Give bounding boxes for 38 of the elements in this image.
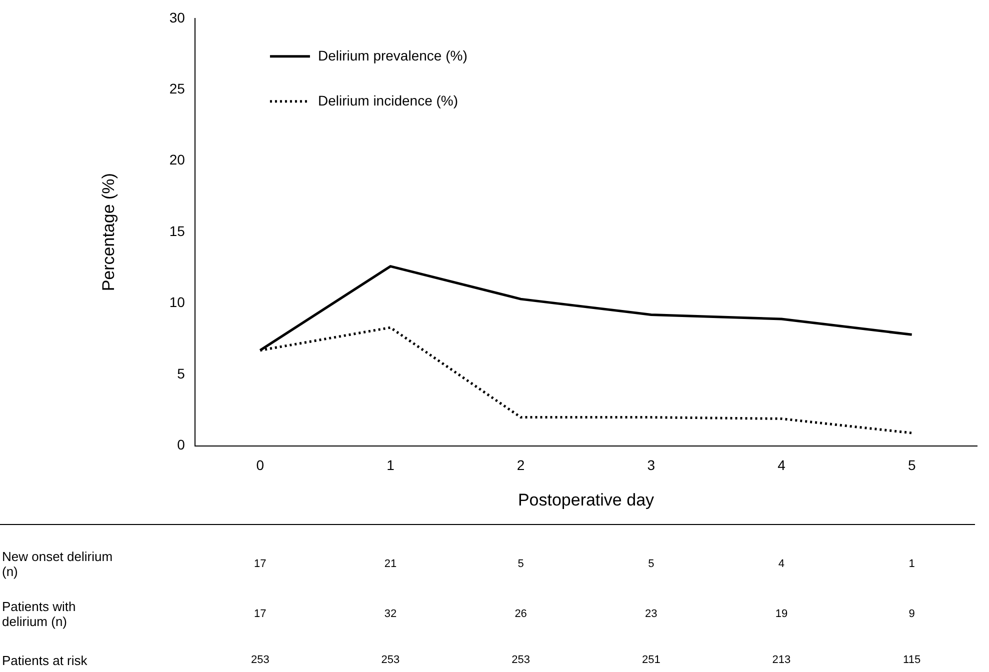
x-tick-label: 2 [516,457,525,474]
text: Patients at risk [2,652,88,668]
text: 115 [903,654,921,666]
text: 213 [772,654,791,666]
text: 253 [512,654,530,666]
y-tick-label: 10 [169,294,186,310]
text: 9 [908,608,915,620]
text: 5 [518,558,524,570]
text: 253 [250,654,270,666]
text: 21 [384,558,397,570]
y-tick-label: 25 [169,80,186,96]
text: 251 [642,654,660,666]
y-tick-label: 0 [177,436,186,453]
text: 1 [908,558,915,570]
text: 4 [778,558,785,570]
legend-label: Delirium prevalence (%) [318,47,468,64]
text: New onset delirium (n) [2,549,114,579]
x-tick-label: 4 [778,457,786,474]
x-tick-label: 0 [256,457,264,474]
x-axis-title: Postoperative day [518,490,655,510]
y-tick-label: 5 [177,365,186,382]
text: Patients with delirium (n) [2,599,77,629]
text: 5 [648,558,654,570]
x-tick-label: 3 [647,457,656,474]
y-tick-label: 20 [169,152,186,168]
x-tick-label: 1 [386,457,395,474]
text: 23 [645,608,658,620]
text: 32 [384,608,397,620]
text: 17 [254,558,266,570]
legend-label: Delirium incidence (%) [318,92,458,108]
y-tick-label: 30 [169,9,186,26]
text: 26 [514,608,527,620]
text: 253 [381,654,400,666]
text: 17 [254,608,266,620]
text: 19 [775,608,788,620]
x-tick-label: 5 [908,457,916,474]
y-axis-title: Percentage (%) [98,173,118,292]
y-tick-label: 15 [169,222,186,239]
